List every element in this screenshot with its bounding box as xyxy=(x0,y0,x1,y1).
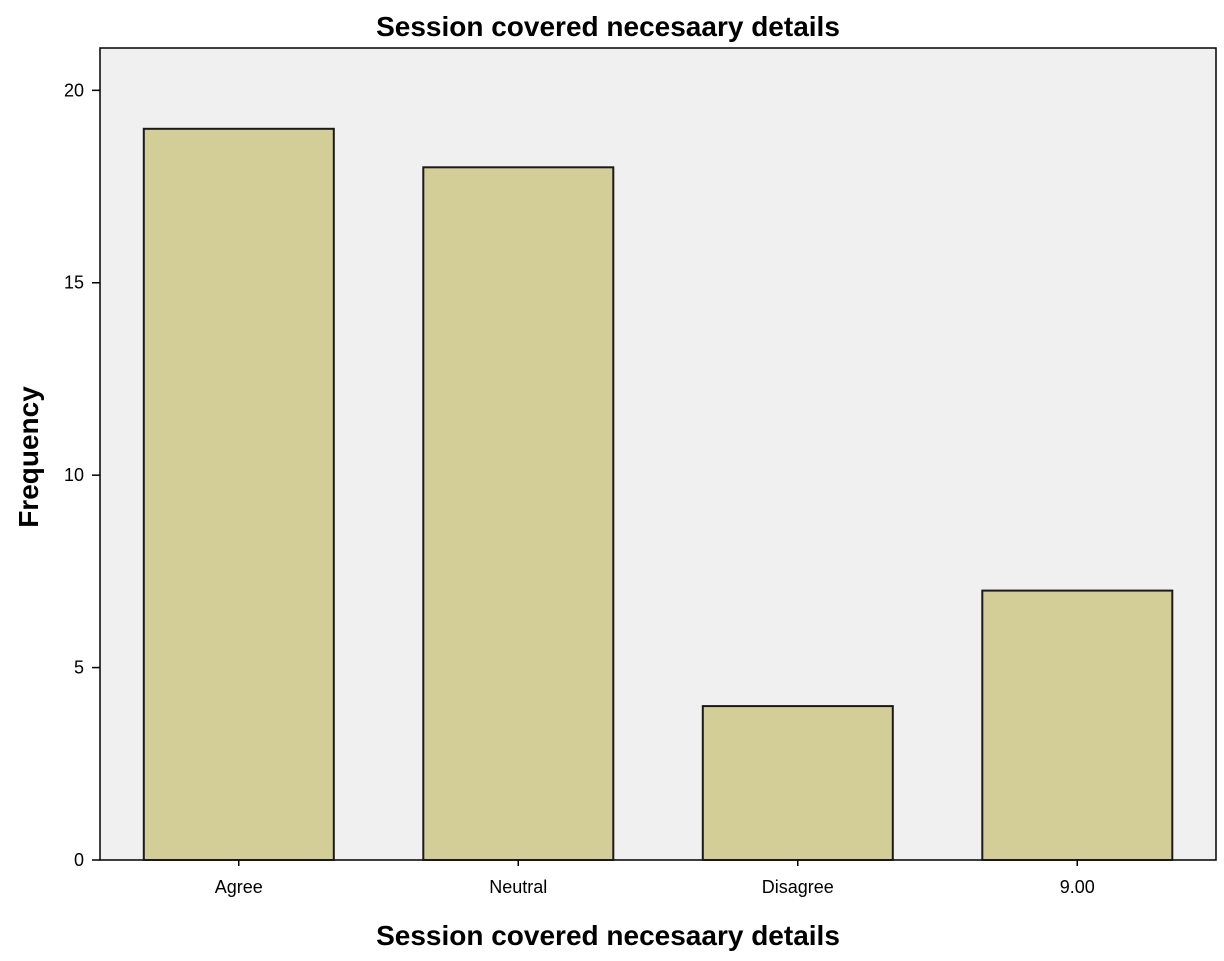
bar-disagree xyxy=(701,705,894,861)
x-axis-title: Session covered necesaary details xyxy=(376,920,840,951)
x-tick-label: Agree xyxy=(215,877,263,897)
bars-group xyxy=(142,127,1174,862)
y-tick-label: 0 xyxy=(74,850,84,870)
y-tick-label: 5 xyxy=(74,658,84,678)
chart-title: Session covered necesaary details xyxy=(376,11,840,42)
bar-neutral xyxy=(422,166,615,862)
y-tick-label: 10 xyxy=(64,465,84,485)
y-axis-title: Frequency xyxy=(13,386,44,528)
x-tick-label: Disagree xyxy=(762,877,834,897)
bar-agree xyxy=(142,127,335,862)
y-axis: 0 5 10 15 20 xyxy=(64,80,100,870)
x-axis: Agree Neutral Disagree 9.00 xyxy=(215,860,1095,897)
y-tick-label: 20 xyxy=(64,80,84,100)
bar-9-00 xyxy=(981,589,1174,861)
x-tick-label: 9.00 xyxy=(1060,877,1095,897)
y-tick-label: 15 xyxy=(64,273,84,293)
x-tick-label: Neutral xyxy=(489,877,547,897)
